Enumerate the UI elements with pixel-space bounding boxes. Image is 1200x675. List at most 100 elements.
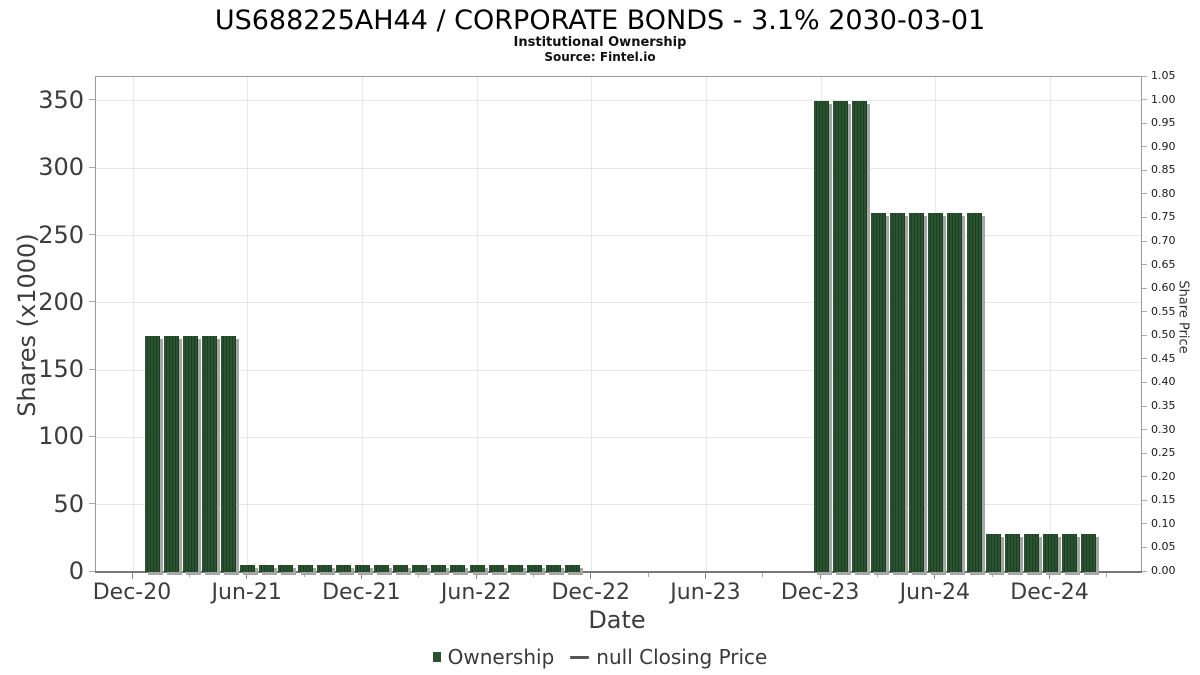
x-gridline xyxy=(705,77,707,572)
y-tick xyxy=(89,99,95,101)
x-tick xyxy=(360,573,362,579)
right-tick-label: 0.05 xyxy=(1151,540,1176,554)
x-minor-tick xyxy=(1106,573,1108,577)
right-tick xyxy=(1142,405,1147,407)
ownership-bar[interactable] xyxy=(909,213,925,572)
legend-ownership-label: Ownership xyxy=(447,645,555,669)
right-tick xyxy=(1142,429,1147,431)
x-minor-tick xyxy=(647,573,649,577)
right-tick-label: 0.55 xyxy=(1151,304,1176,318)
right-tick-label: 1.05 xyxy=(1151,69,1176,82)
y-tick-label: 300 xyxy=(38,153,84,182)
ownership-bar[interactable] xyxy=(507,565,523,572)
x-tick xyxy=(704,573,706,579)
right-tick xyxy=(1142,122,1147,124)
right-tick-label: 0.80 xyxy=(1151,186,1176,200)
x-minor-tick xyxy=(532,573,534,577)
right-tick xyxy=(1142,264,1147,266)
y-tick-label: 100 xyxy=(38,422,84,451)
right-tick-label: 0.70 xyxy=(1151,234,1176,247)
y-gridline xyxy=(96,369,1141,371)
legend-closing-price-label: null Closing Price xyxy=(596,645,768,669)
ownership-bar[interactable] xyxy=(966,213,982,572)
x-tick xyxy=(819,573,821,579)
x-minor-tick xyxy=(303,573,305,577)
ownership-bar[interactable] xyxy=(163,336,179,572)
x-axis-line xyxy=(95,571,1142,573)
ownership-bar[interactable] xyxy=(1004,534,1020,572)
ownership-bar[interactable] xyxy=(278,565,294,572)
right-tick xyxy=(1142,75,1147,77)
x-tick xyxy=(131,573,133,579)
x-tick-label: Jun-22 xyxy=(440,580,512,605)
right-tick xyxy=(1142,216,1147,218)
ownership-bar[interactable] xyxy=(813,101,829,572)
ownership-bar[interactable] xyxy=(144,336,160,572)
ownership-bar[interactable] xyxy=(335,565,351,572)
ownership-bar[interactable] xyxy=(201,336,217,572)
y-tick-label: 200 xyxy=(38,287,84,316)
ownership-bar[interactable] xyxy=(546,565,562,572)
ownership-bar[interactable] xyxy=(565,565,581,572)
ownership-bar[interactable] xyxy=(393,565,409,572)
ownership-bar[interactable] xyxy=(450,565,466,572)
legend-item-closing-price[interactable]: null Closing Price xyxy=(570,645,767,669)
ownership-bar[interactable] xyxy=(928,213,944,572)
x-axis-title: Date xyxy=(588,606,646,634)
y-tick-label: 250 xyxy=(38,220,84,249)
ownership-bar[interactable] xyxy=(890,213,906,572)
x-tick xyxy=(934,573,936,579)
y-tick xyxy=(89,301,95,303)
x-tick-label: Jun-23 xyxy=(670,580,741,605)
x-minor-tick xyxy=(876,573,878,577)
ownership-bar[interactable] xyxy=(297,565,313,572)
x-tick xyxy=(475,573,477,579)
legend: Ownership null Closing Price xyxy=(0,645,1200,669)
ownership-bar[interactable] xyxy=(488,565,504,572)
y-gridline xyxy=(96,302,1141,304)
legend-item-ownership[interactable]: Ownership xyxy=(432,645,555,669)
ownership-bar[interactable] xyxy=(221,336,237,572)
x-tick xyxy=(1049,573,1051,579)
right-tick xyxy=(1142,169,1147,171)
ownership-bar[interactable] xyxy=(412,565,428,572)
ownership-bar[interactable] xyxy=(431,565,447,572)
chart-title: US688225AH44 / CORPORATE BONDS - 3.1% 20… xyxy=(214,5,986,36)
x-tick-label: Jun-24 xyxy=(899,580,970,605)
ownership-bar[interactable] xyxy=(526,565,542,572)
y-gridline xyxy=(96,436,1141,438)
right-tick-label: 0.60 xyxy=(1151,281,1176,295)
ownership-bar[interactable] xyxy=(1043,534,1059,572)
x-minor-tick xyxy=(418,573,420,577)
ownership-bar[interactable] xyxy=(1081,534,1097,572)
ownership-bar[interactable] xyxy=(1023,534,1039,572)
right-tick-label: 0.35 xyxy=(1151,399,1176,412)
ownership-bar[interactable] xyxy=(240,565,256,572)
closing-price-line-icon xyxy=(570,655,590,659)
ownership-bar[interactable] xyxy=(851,101,867,572)
ownership-bar[interactable] xyxy=(1062,534,1078,572)
ownership-bar[interactable] xyxy=(373,565,389,572)
chart-source: Source: Fintel.io xyxy=(544,50,656,64)
right-tick xyxy=(1142,499,1147,501)
y-tick xyxy=(89,570,95,572)
x-minor-tick xyxy=(188,573,190,577)
y-gridline xyxy=(96,504,1141,506)
right-tick xyxy=(1142,358,1147,360)
ownership-bar[interactable] xyxy=(870,213,886,572)
x-tick-label: Jun-21 xyxy=(211,580,282,605)
y-tick xyxy=(89,234,95,235)
ownership-bar[interactable] xyxy=(259,565,275,572)
right-tick-label: 0.95 xyxy=(1151,116,1176,130)
ownership-bar[interactable] xyxy=(469,565,485,572)
x-gridline xyxy=(476,77,478,572)
ownership-bar[interactable] xyxy=(985,534,1001,572)
x-tick-label: Dec-22 xyxy=(551,580,630,605)
right-tick-label: 0.40 xyxy=(1151,375,1176,389)
ownership-bar[interactable] xyxy=(832,101,848,572)
ownership-bar[interactable] xyxy=(182,336,198,572)
ownership-bar[interactable] xyxy=(354,565,370,572)
x-minor-tick xyxy=(991,573,993,577)
ownership-bar[interactable] xyxy=(316,565,332,572)
ownership-bar[interactable] xyxy=(947,213,963,572)
